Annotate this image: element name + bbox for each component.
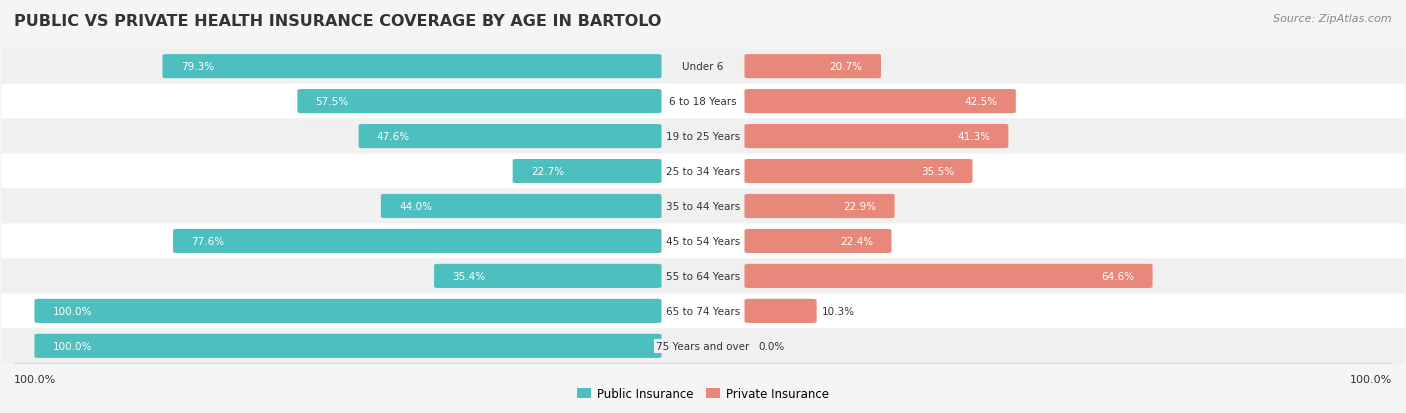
Text: 35 to 44 Years: 35 to 44 Years — [666, 202, 740, 211]
FancyBboxPatch shape — [745, 159, 973, 184]
FancyBboxPatch shape — [434, 264, 662, 288]
FancyBboxPatch shape — [1, 189, 1405, 224]
Text: 47.6%: 47.6% — [377, 132, 411, 142]
FancyBboxPatch shape — [1, 259, 1405, 294]
FancyBboxPatch shape — [1, 294, 1405, 329]
Text: 100.0%: 100.0% — [1350, 374, 1392, 384]
FancyBboxPatch shape — [745, 264, 1153, 288]
FancyBboxPatch shape — [1, 224, 1405, 259]
Text: 25 to 34 Years: 25 to 34 Years — [666, 166, 740, 177]
FancyBboxPatch shape — [1, 84, 1405, 119]
FancyBboxPatch shape — [1, 154, 1405, 189]
Text: 45 to 54 Years: 45 to 54 Years — [666, 236, 740, 247]
Legend: Public Insurance, Private Insurance: Public Insurance, Private Insurance — [572, 383, 834, 405]
Text: 6 to 18 Years: 6 to 18 Years — [669, 97, 737, 107]
FancyBboxPatch shape — [745, 90, 1015, 114]
Text: 57.5%: 57.5% — [316, 97, 349, 107]
Text: 10.3%: 10.3% — [823, 306, 855, 316]
Text: 35.4%: 35.4% — [453, 271, 485, 281]
Text: 77.6%: 77.6% — [191, 236, 225, 247]
Text: PUBLIC VS PRIVATE HEALTH INSURANCE COVERAGE BY AGE IN BARTOLO: PUBLIC VS PRIVATE HEALTH INSURANCE COVER… — [14, 14, 661, 29]
Text: 79.3%: 79.3% — [181, 62, 214, 72]
FancyBboxPatch shape — [1, 119, 1405, 154]
FancyBboxPatch shape — [163, 55, 662, 79]
Text: 22.4%: 22.4% — [841, 236, 873, 247]
Text: 55 to 64 Years: 55 to 64 Years — [666, 271, 740, 281]
Text: 42.5%: 42.5% — [965, 97, 998, 107]
Text: 20.7%: 20.7% — [830, 62, 863, 72]
FancyBboxPatch shape — [35, 334, 662, 358]
Text: 75 Years and over: 75 Years and over — [657, 341, 749, 351]
FancyBboxPatch shape — [359, 125, 662, 149]
Text: 22.9%: 22.9% — [844, 202, 876, 211]
Text: 100.0%: 100.0% — [14, 374, 56, 384]
FancyBboxPatch shape — [745, 299, 817, 323]
FancyBboxPatch shape — [1, 50, 1405, 84]
FancyBboxPatch shape — [745, 195, 894, 218]
Text: Under 6: Under 6 — [682, 62, 724, 72]
Text: 64.6%: 64.6% — [1101, 271, 1135, 281]
Text: 100.0%: 100.0% — [53, 306, 93, 316]
Text: 19 to 25 Years: 19 to 25 Years — [666, 132, 740, 142]
Text: 65 to 74 Years: 65 to 74 Years — [666, 306, 740, 316]
Text: 100.0%: 100.0% — [53, 341, 93, 351]
FancyBboxPatch shape — [173, 229, 662, 254]
FancyBboxPatch shape — [381, 195, 662, 218]
FancyBboxPatch shape — [513, 159, 662, 184]
FancyBboxPatch shape — [35, 299, 662, 323]
FancyBboxPatch shape — [298, 90, 662, 114]
FancyBboxPatch shape — [745, 229, 891, 254]
Text: 41.3%: 41.3% — [957, 132, 990, 142]
FancyBboxPatch shape — [1, 329, 1405, 363]
Text: 22.7%: 22.7% — [531, 166, 564, 177]
FancyBboxPatch shape — [745, 125, 1008, 149]
Text: 0.0%: 0.0% — [759, 341, 785, 351]
FancyBboxPatch shape — [745, 55, 882, 79]
Text: Source: ZipAtlas.com: Source: ZipAtlas.com — [1274, 14, 1392, 24]
Text: 35.5%: 35.5% — [921, 166, 955, 177]
Text: 44.0%: 44.0% — [399, 202, 432, 211]
